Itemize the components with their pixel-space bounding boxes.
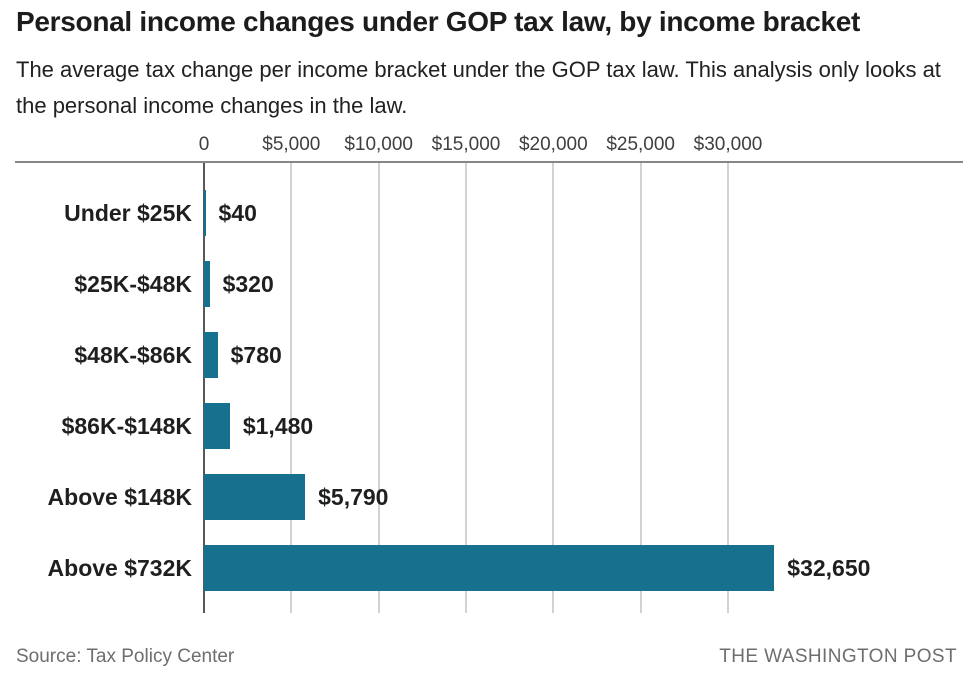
zero-axis-line bbox=[203, 163, 205, 613]
category-label: $86K-$148K bbox=[61, 412, 192, 439]
gridline bbox=[727, 163, 729, 613]
category-label: $48K-$86K bbox=[74, 341, 192, 368]
bar-above-732k bbox=[204, 545, 775, 591]
publisher-credit: THE WASHINGTON POST bbox=[719, 646, 957, 667]
gridline bbox=[377, 163, 380, 613]
axis-top-rule bbox=[15, 161, 963, 163]
x-axis-tick-label: 0 bbox=[198, 134, 210, 155]
bar-above-148k bbox=[204, 474, 306, 520]
chart-subtitle: The average tax change per income bracke… bbox=[16, 57, 941, 118]
x-axis-tick-label: $5,000 bbox=[262, 134, 321, 155]
x-axis-tick-label: $25,000 bbox=[606, 134, 675, 155]
gridline bbox=[465, 163, 467, 613]
bar--48k-86k bbox=[204, 332, 218, 378]
value-label: $40 bbox=[218, 199, 257, 226]
value-label: $320 bbox=[222, 270, 274, 297]
x-axis-tick-label: $15,000 bbox=[431, 134, 501, 155]
gridline bbox=[639, 163, 642, 613]
value-label: $5,790 bbox=[318, 483, 389, 510]
value-label: $780 bbox=[230, 341, 282, 368]
x-axis-tick-label: $10,000 bbox=[344, 134, 413, 155]
category-label: Under $25K bbox=[64, 199, 192, 226]
bar-under-25k bbox=[204, 190, 206, 236]
bar--25k-48k bbox=[204, 261, 210, 307]
x-axis-tick-label: $30,000 bbox=[693, 134, 763, 155]
category-label: Above $732K bbox=[47, 554, 192, 581]
category-label: Above $148K bbox=[47, 483, 192, 510]
value-label: $32,650 bbox=[787, 554, 871, 581]
value-label: $1,480 bbox=[242, 412, 314, 439]
x-axis-tick-label: $20,000 bbox=[518, 134, 588, 155]
gridline bbox=[552, 163, 555, 613]
bar--86k-148k bbox=[204, 403, 230, 449]
gridline bbox=[290, 163, 293, 613]
category-label: $25K-$48K bbox=[74, 270, 192, 297]
chart-title: Personal income changes under GOP tax la… bbox=[16, 6, 861, 37]
source-note: Source: Tax Policy Center bbox=[16, 646, 235, 667]
